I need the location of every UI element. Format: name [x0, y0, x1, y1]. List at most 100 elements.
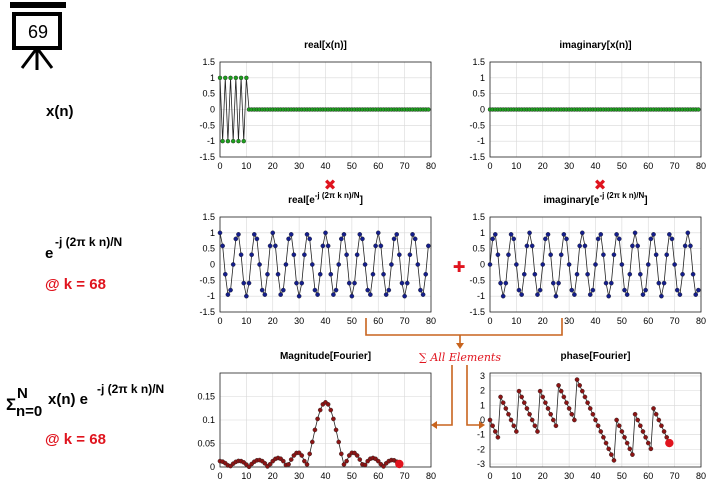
data-point: [696, 287, 701, 293]
data-point: [606, 293, 611, 299]
chart-imaginary-exponential: 0 10 20 30 40 50 60 70 80 -1.5 -1 -0.5 0 0.5 1 1.5 imagi…: [469, 191, 706, 326]
data-point: [267, 461, 273, 467]
data-point: [529, 417, 535, 423]
label-k-68: @ k = 68: [45, 276, 106, 293]
plot-frame: [219, 216, 432, 313]
data-point: [275, 271, 281, 277]
title-base: real[e: [288, 195, 315, 206]
x-tick-label: 0: [217, 161, 222, 171]
data-point: [598, 429, 604, 434]
data-point: [362, 262, 368, 267]
x-tick-label: 20: [268, 471, 278, 481]
data-point: [217, 230, 223, 236]
data-point: [667, 232, 672, 237]
data-point: [270, 230, 276, 236]
chart-title: imaginary[e-j (2π k n)/N]: [543, 191, 647, 206]
data-point: [674, 287, 680, 293]
data-point: [630, 243, 635, 249]
data-point: [611, 458, 617, 463]
data-point: [551, 417, 556, 423]
data-point: [370, 271, 376, 277]
x-tick-label: 20: [268, 161, 278, 171]
data-point: [656, 280, 662, 286]
data-point: [619, 429, 625, 434]
x-tick-label: 80: [426, 161, 436, 171]
data-point: [336, 262, 341, 267]
label-exp-sup: -j (2π k n)/N: [55, 235, 122, 249]
data-point: [262, 292, 268, 297]
data-point: [286, 462, 291, 467]
title-base: imaginary[e: [543, 195, 600, 206]
data-point: [399, 280, 405, 286]
data-point: [354, 453, 360, 458]
data-point: [564, 400, 569, 405]
y-tick-label: -1: [207, 291, 215, 301]
data-point: [664, 435, 670, 440]
data-point: [632, 411, 638, 417]
data-point: [511, 423, 517, 429]
data-point: [516, 287, 522, 293]
sum-bottom: n=0: [16, 403, 42, 420]
data-point: [603, 440, 609, 446]
slide-number: 69: [28, 22, 48, 42]
data-point: [307, 236, 312, 242]
data-point: [587, 406, 593, 411]
data-point: [688, 243, 693, 249]
y-tick-label: 0.1: [202, 415, 215, 425]
data-point: [595, 236, 601, 242]
y-tick-label: 2: [480, 386, 485, 396]
data-point: [386, 287, 392, 293]
y-tick-label: -3: [477, 459, 485, 469]
data-point: [616, 236, 622, 242]
x-tick-label: 40: [320, 471, 330, 481]
data-point: [669, 236, 675, 242]
data-point: [577, 243, 582, 249]
y-tick-label: 0.5: [472, 244, 485, 254]
x-tick-label: 0: [487, 471, 492, 481]
x-tick-label: 50: [617, 471, 627, 481]
data-point: [302, 458, 307, 464]
x-tick-label: 10: [511, 161, 521, 171]
data-point: [519, 292, 524, 297]
y-tick-label: -0.5: [469, 275, 485, 285]
x-tick-label: 50: [347, 316, 357, 326]
plot-frame: [219, 61, 432, 158]
chart-title: Magnitude[Fourier]: [280, 351, 371, 362]
chart-title: imaginary[x(n)]: [559, 40, 631, 51]
y-tick-label: -1: [207, 136, 215, 146]
data-point: [696, 107, 701, 112]
data-point: [225, 292, 231, 297]
data-point: [368, 292, 373, 297]
data-point: [241, 138, 246, 144]
data-point: [690, 271, 696, 277]
data-point: [312, 427, 318, 433]
data-point: [230, 262, 236, 267]
multiply-icon-right: ✖: [594, 176, 607, 194]
data-point: [574, 377, 580, 382]
data-point: [508, 232, 514, 237]
data-point: [296, 293, 302, 299]
data-point: [492, 429, 498, 434]
data-point: [220, 243, 225, 249]
title-superscript: -j (2π k n)/N: [315, 191, 360, 200]
sum-all-elements-label: ∑ All Elements: [419, 351, 501, 364]
y-tick-label: 1.5: [472, 212, 485, 222]
data-point: [410, 232, 415, 237]
data-point: [420, 292, 426, 297]
x-tick-label: 30: [564, 471, 574, 481]
data-point: [349, 293, 355, 299]
data-point: [228, 75, 233, 81]
data-point: [521, 271, 527, 277]
x-tick-label: 80: [696, 316, 706, 326]
y-tick-label: 1: [480, 228, 485, 238]
data-point: [389, 262, 394, 267]
data-point: [506, 252, 511, 258]
plot-frame: [219, 372, 432, 468]
data-point: [664, 252, 670, 258]
data-point: [495, 252, 501, 258]
data-point: [383, 292, 389, 297]
data-point: [521, 400, 527, 405]
data-point: [238, 252, 244, 258]
x-tick-label: 60: [373, 161, 383, 171]
data-point: [223, 75, 228, 81]
